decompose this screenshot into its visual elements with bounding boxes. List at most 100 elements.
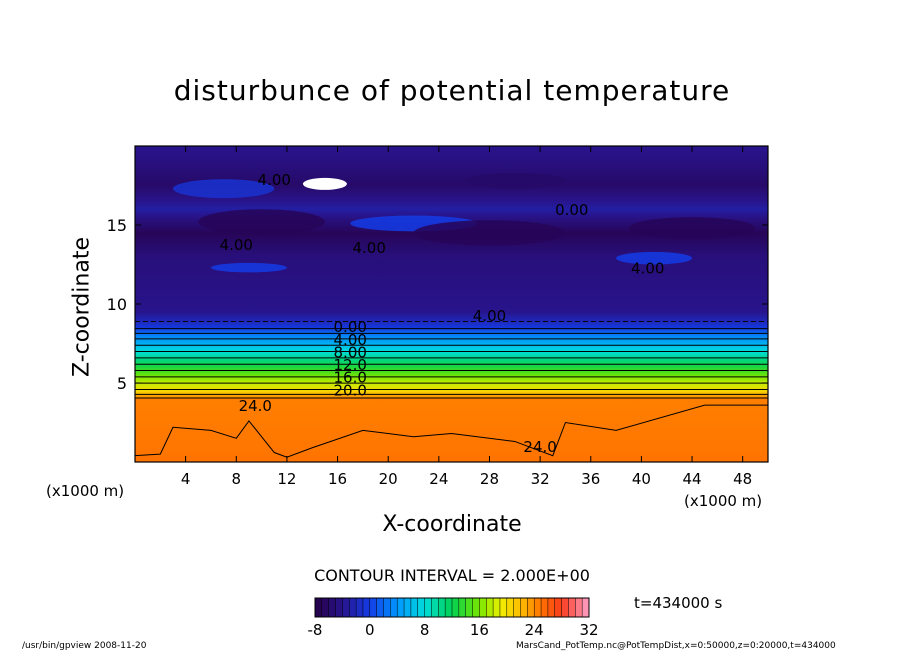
colorbar-segment	[465, 598, 474, 617]
footer-source: MarsCand_PotTemp.nc@PotTempDist,x=0:5000…	[516, 641, 836, 651]
colorbar-tick-label: -8	[308, 621, 323, 639]
colorbar-segment	[513, 598, 521, 617]
contour-label: 12.0	[334, 356, 367, 374]
disturbance-blob	[616, 251, 693, 265]
colorbar-segment	[404, 598, 412, 617]
colorbar-segment	[315, 598, 323, 617]
y-axis-label: Z-coordinate	[69, 237, 95, 377]
contour-line	[134, 404, 768, 458]
contour-label: 24.0	[239, 397, 272, 415]
contour-labels: 4.000.004.00 4.004.004.000.004.008.0012.0…	[220, 171, 665, 456]
x-tick-label: 40	[632, 470, 651, 488]
contour-label: 16.0	[334, 369, 367, 387]
colorbar-segment	[541, 598, 549, 617]
x-tick-label: 48	[733, 470, 752, 488]
plot-field	[135, 146, 768, 462]
y-tick-label: 15	[107, 216, 127, 235]
colorbar-segment	[424, 598, 432, 617]
colorbar-segment	[431, 598, 439, 617]
disturbance-blob	[628, 217, 756, 240]
colorbar-segment	[356, 598, 364, 617]
x-tick-label: 12	[277, 470, 296, 488]
colorbar-segment	[520, 598, 528, 617]
contour-label: 0.00	[555, 201, 588, 219]
disturbance-blob	[210, 262, 287, 273]
colorbar-segment	[321, 598, 330, 617]
contour-label: 4.00	[353, 239, 386, 257]
contour-label: 20.0	[334, 381, 367, 399]
colorbar-frame	[314, 597, 590, 618]
x-tick-label: 36	[581, 470, 600, 488]
max-blob	[302, 177, 347, 190]
colorbar-segment	[417, 598, 426, 617]
colorbar-segment	[438, 598, 446, 617]
colorbar-segment	[582, 598, 590, 617]
x-tick-label: 8	[232, 470, 242, 488]
colorbar-segment	[458, 598, 467, 617]
colorbar-tick-label: 8	[420, 621, 430, 639]
contour-label: 4.00	[258, 171, 291, 189]
disturbance-blob	[172, 179, 275, 199]
colorbar-segment	[561, 598, 569, 617]
x-tick-label: 4	[181, 470, 191, 488]
x-tick-label: 44	[682, 470, 701, 488]
contour-label: 8.00	[334, 343, 367, 361]
colorbar-tick-label: 16	[470, 621, 489, 639]
colorbar-segment	[486, 598, 494, 617]
disturbance-blob	[198, 209, 325, 235]
x-tick-label: 16	[328, 470, 347, 488]
x-tick-label: 28	[480, 470, 499, 488]
colorbar-segment	[499, 598, 508, 617]
y-tick-label: 10	[107, 295, 127, 314]
colorbar-segment	[410, 598, 419, 617]
footer-command: /usr/bin/gpview 2008-11-20	[22, 641, 147, 651]
colorbar-segment	[335, 598, 343, 617]
colorbar-segment	[383, 598, 391, 617]
colorbar-segment	[554, 598, 563, 617]
chart-title: disturbunce of potential temperature	[173, 74, 731, 107]
colorbar-segment	[362, 598, 371, 617]
x-tick-label: 20	[379, 470, 398, 488]
contour-label: 4.00	[334, 331, 367, 349]
plot-features	[172, 172, 756, 273]
colorbar-tick-label: 0	[365, 621, 375, 639]
colorbar-segment	[547, 598, 556, 617]
colorbar-segment	[472, 598, 480, 617]
contour-interval-label: CONTOUR INTERVAL = 2.000E+00	[314, 566, 590, 585]
x-tick-label: 32	[531, 470, 550, 488]
x-ticks: 4 8 12 16 20 24 28 32 36 40 44 48	[181, 146, 752, 488]
colorbar-segment	[527, 598, 535, 617]
colorbar-segment	[376, 598, 384, 617]
contour-label: 4.00	[220, 236, 253, 254]
disturbance-blob	[464, 172, 566, 189]
colorbar: -8 0 8 16 24 32	[308, 597, 599, 639]
colorbar-segment	[342, 598, 350, 617]
colorbar-segment	[397, 598, 405, 617]
colorbar-segment	[390, 598, 398, 617]
colorbar-segment	[568, 598, 576, 617]
colorbar-segment	[328, 598, 337, 617]
colorbar-segment	[506, 598, 515, 617]
contour-lines	[134, 321, 768, 458]
colorbar-segment	[493, 598, 501, 617]
disturbance-blob	[413, 220, 566, 246]
y-ticks: 5 10 15	[107, 216, 768, 393]
field-fill	[135, 146, 768, 462]
contour-label: 24.0	[523, 438, 556, 456]
time-label: t=434000 s	[634, 594, 723, 612]
colorbar-segment	[369, 598, 378, 617]
colorbar-segment	[575, 598, 583, 617]
colorbar-segment	[445, 598, 453, 617]
colorbar-tick-label: 24	[525, 621, 544, 639]
colorbar-tick-label: 32	[579, 621, 598, 639]
x-unit-right: (x1000 m)	[684, 492, 763, 510]
colorbar-segment	[452, 598, 460, 617]
contour-label: 0.00	[334, 318, 367, 336]
contour-label: 4.00	[473, 307, 506, 325]
x-unit-left: (x1000 m)	[46, 482, 125, 500]
colorbar-segment	[534, 598, 542, 617]
contour-label: 4.00	[631, 260, 664, 278]
colorbar-segment	[479, 598, 487, 617]
y-tick-label: 5	[117, 374, 127, 393]
